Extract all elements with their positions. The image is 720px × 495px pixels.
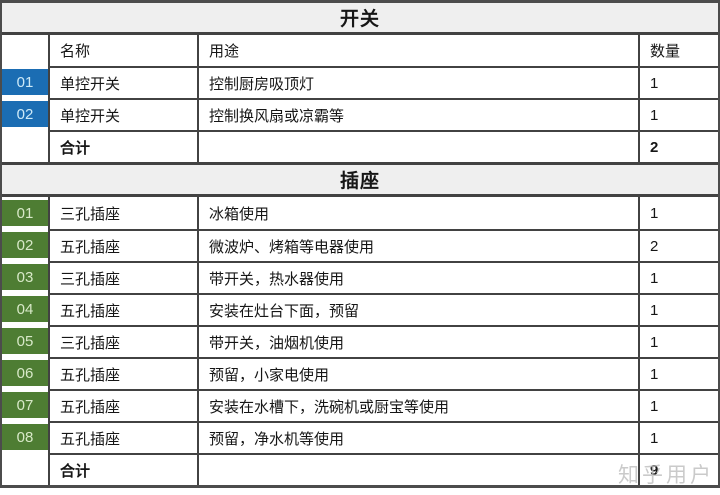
- section-title: 开关: [339, 9, 380, 30]
- fixture-name: 三孔插座: [50, 197, 199, 229]
- fixture-purpose: 预留，净水机等使用: [199, 421, 640, 453]
- row-number-cell: 07: [2, 389, 50, 421]
- row-number-cell: 05: [2, 325, 50, 357]
- table-row: 01 单控开关 控制厨房吸顶灯 1: [2, 66, 718, 98]
- fixture-qty: 1: [640, 261, 718, 293]
- fixture-purpose: 带开关，热水器使用: [199, 261, 640, 293]
- row-number-cell: 01: [2, 66, 50, 98]
- fixture-purpose: 安装在灶台下面，预留: [199, 293, 640, 325]
- fixture-name: 五孔插座: [50, 229, 199, 261]
- row-number-cell: 06: [2, 357, 50, 389]
- row-number-cell: 02: [2, 229, 50, 261]
- table-row: 04 五孔插座 安装在灶台下面，预留 1: [2, 293, 718, 325]
- row-number-badge: 02: [2, 101, 48, 127]
- table-row: 05 三孔插座 带开关，油烟机使用 1: [2, 325, 718, 357]
- section-header-switch: 开关: [2, 3, 718, 35]
- total-label: 合计: [50, 453, 199, 485]
- table-row: 06 五孔插座 预留，小家电使用 1: [2, 357, 718, 389]
- table-row: 01 三孔插座 冰箱使用 1: [2, 197, 718, 229]
- fixture-purpose: 预留，小家电使用: [199, 357, 640, 389]
- column-header-purpose: 用途: [199, 35, 640, 66]
- row-number-cell: [2, 453, 50, 485]
- fixture-qty: 1: [650, 204, 659, 222]
- fixture-name: 五孔插座: [50, 357, 199, 389]
- table-row: 02 单控开关 控制换风扇或凉霸等 1: [2, 98, 718, 130]
- row-number-cell: 01: [2, 197, 50, 229]
- total-purpose-empty: [199, 453, 640, 485]
- fixture-name: 三孔插座: [50, 325, 199, 357]
- row-number-badge: 05: [2, 328, 48, 354]
- fixture-purpose: 微波炉、烤箱等电器使用: [199, 229, 640, 261]
- total-row: 合计 2: [2, 130, 718, 162]
- row-number-cell: 08: [2, 421, 50, 453]
- section-header-socket: 插座: [2, 162, 718, 197]
- fixture-name: 五孔插座: [50, 421, 199, 453]
- fixture-qty: 1: [640, 293, 718, 325]
- row-number-badge: 01: [2, 69, 48, 95]
- fixture-purpose: 控制厨房吸顶灯: [199, 66, 640, 98]
- fixture-qty: 2: [640, 229, 718, 261]
- column-header-name: 名称: [50, 35, 199, 66]
- fixture-qty: 1: [640, 66, 718, 98]
- fixture-purpose: 冰箱使用: [199, 197, 640, 229]
- section-title: 插座: [339, 171, 380, 192]
- fixture-purpose: 安装在水槽下，洗碗机或厨宝等使用: [199, 389, 640, 421]
- row-number-cell: 03: [2, 261, 50, 293]
- fixture-name: 三孔插座: [50, 261, 199, 293]
- row-number-badge: 07: [2, 392, 48, 418]
- row-number-cell: 04: [2, 293, 50, 325]
- socket-section: 01 三孔插座 冰箱使用 1 02 五孔插座 微波炉、烤箱等电器使用 2 03 …: [2, 197, 718, 485]
- column-header-row: 名称 用途 数量: [2, 35, 718, 66]
- row-number-cell: 02: [2, 98, 50, 130]
- row-number-badge: 02: [2, 232, 48, 258]
- total-purpose-empty: [199, 130, 640, 162]
- column-header-no: [2, 35, 50, 66]
- total-label: 合计: [50, 130, 199, 162]
- row-number-badge: 08: [2, 424, 48, 450]
- fixture-purpose: 带开关，油烟机使用: [199, 325, 640, 357]
- fixture-qty: 1: [640, 389, 718, 421]
- table-row: 08 五孔插座 预留，净水机等使用 1: [2, 421, 718, 453]
- table-row: 07 五孔插座 安装在水槽下，洗碗机或厨宝等使用 1: [2, 389, 718, 421]
- row-number-badge: 03: [2, 264, 48, 290]
- column-header-qty: 数量: [650, 43, 681, 60]
- fixture-purpose: 控制换风扇或凉霸等: [199, 98, 640, 130]
- fixture-name: 单控开关: [50, 66, 199, 98]
- table-row: 02 五孔插座 微波炉、烤箱等电器使用 2: [2, 229, 718, 261]
- fixture-name: 五孔插座: [50, 293, 199, 325]
- fixture-qty: 1: [640, 98, 718, 130]
- total-qty: 2: [640, 130, 718, 162]
- table-row: 03 三孔插座 带开关，热水器使用 1: [2, 261, 718, 293]
- total-row: 合计 9: [2, 453, 718, 485]
- row-number-badge: 04: [2, 296, 48, 322]
- fixture-qty: 1: [640, 421, 718, 453]
- fixture-qty: 1: [640, 357, 718, 389]
- row-number-badge: 01: [2, 200, 48, 226]
- fixture-qty: 1: [640, 325, 718, 357]
- row-number-cell: [2, 130, 50, 162]
- switch-section: 名称 用途 数量 01 单控开关 控制厨房吸顶灯 1 02 单控开关 控制换风扇…: [2, 35, 718, 162]
- total-qty: 9: [640, 453, 718, 485]
- fixture-name: 五孔插座: [50, 389, 199, 421]
- fixture-name: 单控开关: [50, 98, 199, 130]
- row-number-badge: 06: [2, 360, 48, 386]
